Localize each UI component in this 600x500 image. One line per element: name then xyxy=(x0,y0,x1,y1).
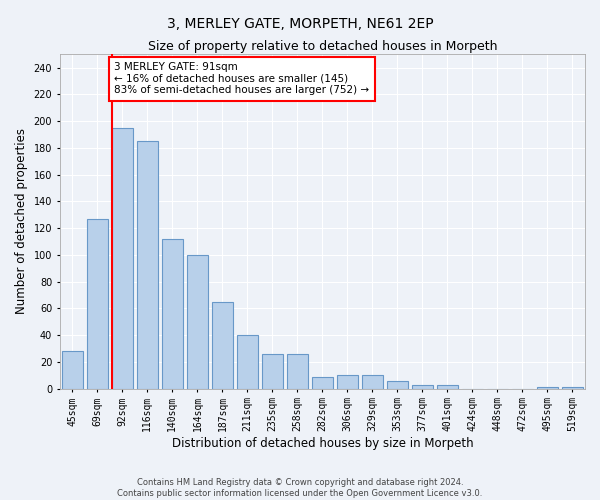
Text: 3 MERLEY GATE: 91sqm
← 16% of detached houses are smaller (145)
83% of semi-deta: 3 MERLEY GATE: 91sqm ← 16% of detached h… xyxy=(114,62,370,96)
Bar xyxy=(87,218,108,388)
Bar xyxy=(287,354,308,388)
Bar xyxy=(412,384,433,388)
Bar xyxy=(387,380,408,388)
Bar xyxy=(112,128,133,388)
Bar xyxy=(437,384,458,388)
Bar xyxy=(187,255,208,388)
Text: 3, MERLEY GATE, MORPETH, NE61 2EP: 3, MERLEY GATE, MORPETH, NE61 2EP xyxy=(167,18,433,32)
Bar xyxy=(162,238,183,388)
Bar xyxy=(212,302,233,388)
Bar xyxy=(262,354,283,388)
Bar xyxy=(312,376,333,388)
Bar xyxy=(537,387,558,388)
Bar xyxy=(62,351,83,389)
Bar xyxy=(237,335,258,388)
Bar xyxy=(137,141,158,388)
Bar xyxy=(362,375,383,388)
Title: Size of property relative to detached houses in Morpeth: Size of property relative to detached ho… xyxy=(148,40,497,53)
Bar xyxy=(562,387,583,388)
Text: Contains HM Land Registry data © Crown copyright and database right 2024.
Contai: Contains HM Land Registry data © Crown c… xyxy=(118,478,482,498)
X-axis label: Distribution of detached houses by size in Morpeth: Distribution of detached houses by size … xyxy=(172,437,473,450)
Bar xyxy=(337,375,358,388)
Y-axis label: Number of detached properties: Number of detached properties xyxy=(15,128,28,314)
